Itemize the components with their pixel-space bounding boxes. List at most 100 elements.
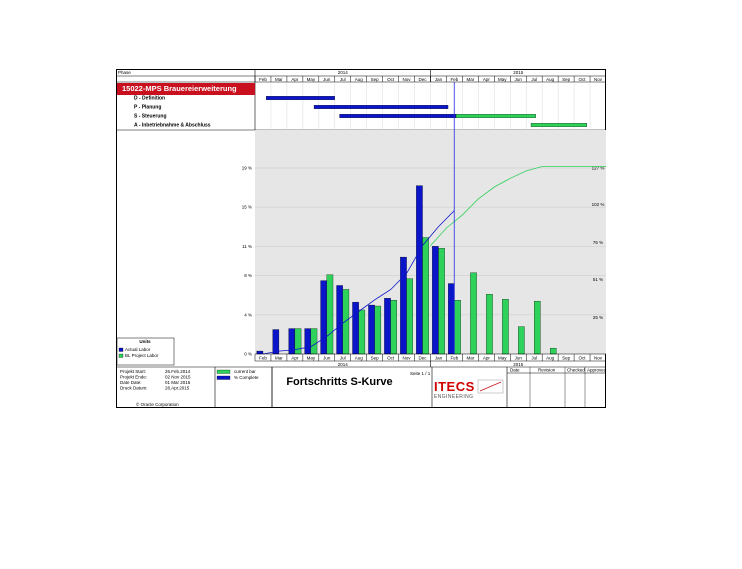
bar-actual — [448, 283, 455, 355]
bar-baseline — [534, 300, 541, 355]
bar-baseline — [358, 309, 366, 355]
key-label: current bar — [234, 369, 256, 374]
bar-baseline — [406, 278, 413, 355]
gantt-bar — [530, 123, 588, 127]
bar-baseline — [550, 347, 557, 355]
x-tick-label: Dec — [419, 356, 428, 361]
bar-baseline — [390, 300, 397, 355]
left-tick-label: 15 % — [242, 205, 252, 210]
bar-baseline — [326, 274, 334, 355]
x-tick-label: Nov — [594, 356, 603, 361]
info-value: 26.Feb.2014 — [165, 369, 191, 374]
bar-baseline — [342, 289, 350, 355]
month-label: May — [307, 77, 316, 82]
month-label: Jun — [515, 77, 523, 82]
legend-label: BL Project Labor — [125, 353, 159, 358]
bar-baseline — [374, 305, 382, 355]
gantt-bar — [339, 114, 457, 118]
info-value: 28.Apr.2015 — [165, 386, 190, 391]
x-tick-label: Jun — [515, 356, 523, 361]
gantt-bar — [313, 105, 449, 109]
logo-subtitle: ENGINEERING — [434, 394, 474, 400]
revision-header: Revision — [538, 368, 556, 373]
left-tick-label: 11 % — [242, 244, 252, 249]
month-label: Jun — [323, 77, 331, 82]
project-banner: 15022-MPS Brauereierweiterung — [117, 83, 255, 95]
bar-baseline — [518, 326, 525, 355]
left-tick-label: 0 % — [244, 352, 252, 357]
left-tick-label: 19 % — [242, 166, 252, 171]
gantt-bar — [455, 114, 536, 118]
month-label: Nov — [594, 77, 603, 82]
month-label: Sep — [562, 77, 571, 82]
revision-header: Checked — [567, 368, 585, 373]
month-label: Mar — [467, 77, 475, 82]
logo-text: ITECS — [434, 379, 475, 394]
bar-baseline — [502, 299, 509, 355]
bar-actual — [336, 285, 343, 355]
info-label: Projekt Ende: — [120, 375, 147, 380]
month-label: Nov — [403, 77, 412, 82]
x-tick-label: Sep — [562, 356, 571, 361]
x-tick-label: Oct — [579, 356, 587, 361]
right-tick-label: 76 % — [593, 240, 603, 245]
bar-actual — [256, 350, 264, 355]
legend-swatch — [118, 347, 124, 352]
current-line-curve — [430, 166, 606, 246]
bar-actual — [416, 185, 423, 355]
x-tick-label: Sep — [371, 356, 380, 361]
phase-label: S - Steuerung — [134, 114, 167, 120]
x-tick-label: Jul — [531, 356, 537, 361]
x-tick-label: Apr — [483, 356, 491, 361]
month-label: Jul — [531, 77, 537, 82]
month-label: Oct — [387, 77, 395, 82]
month-label: Feb — [451, 77, 459, 82]
bar-baseline — [422, 237, 429, 355]
project-info: © Oracle Corporation — [118, 369, 214, 407]
left-tick-label: 8 % — [244, 273, 252, 278]
bar-baseline — [454, 300, 461, 355]
legend-box — [116, 337, 175, 366]
month-label: Aug — [546, 77, 555, 82]
legend-title: Units — [139, 339, 151, 344]
page-number: Seite 1 / 1 — [410, 371, 431, 376]
bar-actual — [384, 298, 391, 355]
x-tick-label: May — [307, 356, 316, 361]
bar-baseline — [310, 328, 318, 355]
info-value: 01 Mar 2015 — [165, 380, 191, 385]
x-tick-label: Oct — [387, 356, 395, 361]
info-value: 02 Nov 2015 — [165, 375, 191, 380]
right-tick-label: 25 % — [593, 315, 603, 320]
bottom-year-label: 2014 — [338, 362, 349, 367]
x-tick-label: Aug — [546, 356, 555, 361]
bar-actual — [352, 301, 359, 355]
x-tick-label: Jan — [435, 356, 443, 361]
x-tick-label: Nov — [403, 356, 412, 361]
x-tick-label: Feb — [259, 356, 267, 361]
month-label: Aug — [355, 77, 364, 82]
month-label: Dec — [419, 77, 428, 82]
bar-actual — [272, 329, 280, 355]
month-label: Feb — [259, 77, 267, 82]
bar-baseline — [294, 328, 302, 355]
bar-baseline — [438, 248, 445, 355]
x-tick-label: Jun — [323, 356, 331, 361]
info-label: Date Date: — [120, 380, 142, 385]
bottom-year-label: 2015 — [513, 362, 524, 367]
year-label: 2014 — [338, 70, 349, 75]
percent-complete-curve — [262, 210, 455, 355]
logo-graphic-line — [479, 381, 502, 392]
legend-label: Actual Labor — [125, 347, 151, 352]
month-label: Jan — [435, 77, 443, 82]
year-label: 2015 — [513, 70, 524, 75]
info-label: Projekt Start: — [120, 369, 146, 374]
x-tick-label: Aug — [355, 356, 364, 361]
key-swatch — [216, 369, 231, 374]
info-label: Druck Datum: — [120, 386, 148, 391]
month-label: Jul — [340, 77, 346, 82]
revision-header: Approved — [587, 368, 607, 373]
legend-swatch — [118, 353, 124, 358]
phase-label: D - Definition — [134, 96, 165, 102]
bar-actual — [304, 328, 311, 355]
x-tick-label: May — [498, 356, 507, 361]
